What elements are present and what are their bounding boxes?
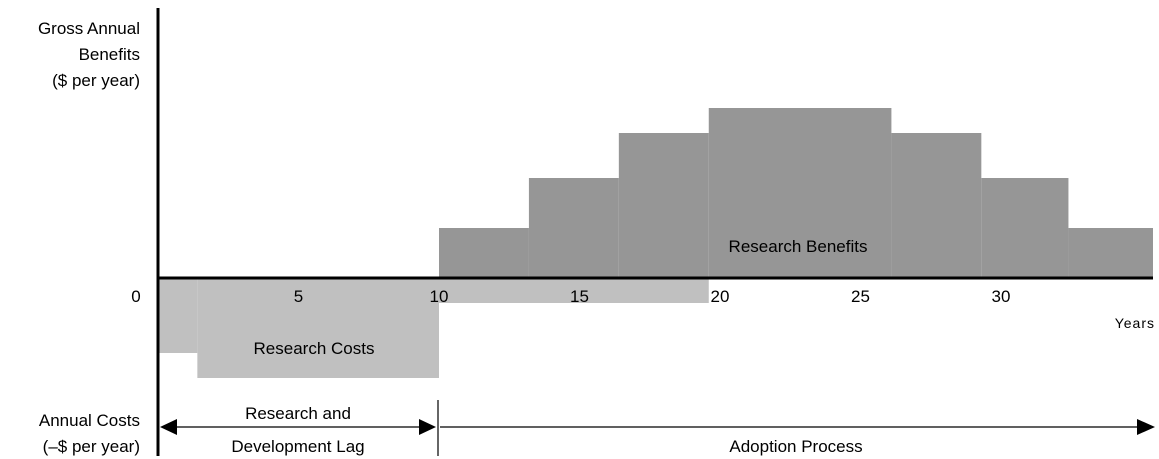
- adoption-arrow-head: [1137, 419, 1155, 435]
- cost-step-3: [439, 278, 709, 303]
- x-tick-label-15: 15: [570, 287, 589, 306]
- benefit-step-1: [439, 228, 529, 278]
- y-axis-bottom-label-line-1: Annual Costs: [39, 411, 140, 430]
- x-tick-label-5: 5: [294, 287, 303, 306]
- x-tick-labels: 5 10 15 20 25 30: [294, 287, 1011, 306]
- benefit-step-5: [891, 133, 982, 278]
- x-tick-label-20: 20: [711, 287, 730, 306]
- adoption-process-label: Adoption Process: [729, 437, 862, 456]
- y-axis-top-label-line-3: ($ per year): [52, 71, 140, 90]
- y-axis-top-label-line-2: Benefits: [79, 45, 140, 64]
- y-axis-top-label-line-1: Gross Annual: [38, 19, 140, 38]
- research-costs-label: Research Costs: [254, 339, 375, 358]
- research-benefits-label: Research Benefits: [729, 237, 868, 256]
- x-tick-label-30: 30: [992, 287, 1011, 306]
- x-tick-label-25: 25: [851, 287, 870, 306]
- benefit-step-6: [981, 178, 1069, 278]
- rd-lag-label-line-1: Research and: [245, 404, 351, 423]
- cost-bars: [158, 278, 709, 378]
- benefit-step-3: [618, 133, 709, 278]
- cost-step-1: [158, 278, 198, 353]
- benefit-step-2: [528, 178, 619, 278]
- rd-lag-arrow-left-head: [160, 419, 177, 435]
- cost-step-2: [197, 278, 439, 378]
- rd-lag-label-line-2: Development Lag: [231, 437, 364, 456]
- x-zero-label: 0: [131, 287, 140, 306]
- x-tick-label-10: 10: [430, 287, 449, 306]
- benefit-bars: [439, 108, 1153, 278]
- y-axis-bottom-label-line-2: (–$ per year): [43, 437, 140, 456]
- x-axis-unit-label: Years: [1115, 315, 1155, 331]
- benefit-step-4: [708, 108, 892, 278]
- benefit-step-7: [1068, 228, 1153, 278]
- rd-lag-arrow-right-head: [419, 419, 436, 435]
